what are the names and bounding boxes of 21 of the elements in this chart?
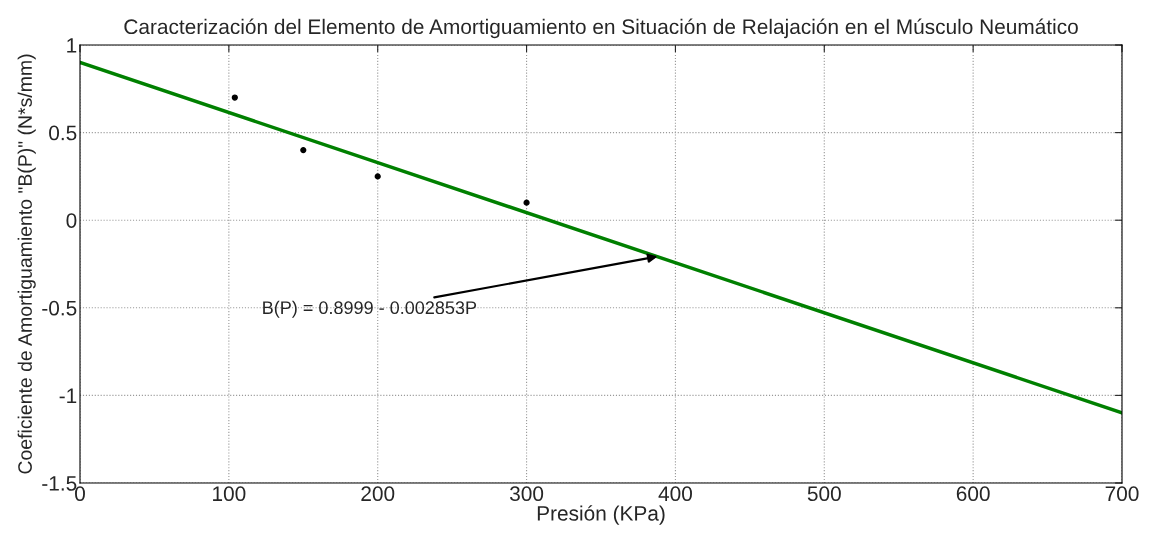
x-axis-title: Presión (KPa) <box>537 505 665 525</box>
annotation: B(P) = 0.8999 - 0.002853P <box>263 300 477 318</box>
point <box>523 199 530 206</box>
y-tick-label: -1.5 <box>42 476 77 491</box>
x-tick-label: 400 <box>658 486 692 502</box>
y-tick-label: -0.5 <box>42 300 77 316</box>
point <box>300 147 307 154</box>
chart-title: Caracterización del Elemento de Amortiguamiento en Situación de Relajación en el Músculo Neumático <box>124 18 1078 39</box>
y-tick-label: 1 <box>67 38 77 53</box>
y-tick-label: -1 <box>59 388 77 403</box>
y-tick-label: 0 <box>66 213 77 228</box>
x-tick-label: 200 <box>361 486 395 502</box>
point <box>231 94 238 101</box>
x-tick-label: 500 <box>807 486 841 502</box>
x-tick-label: 700 <box>1105 486 1139 502</box>
point <box>374 173 381 180</box>
y-axis-title: Coeficiente de Amortiguamiento "B(P)" (N*s/mm) <box>17 54 36 474</box>
y-tick-label: 0.5 <box>49 125 77 141</box>
x-tick-label: 600 <box>956 486 990 502</box>
x-tick-label: 300 <box>509 486 544 502</box>
x-tick-label: 100 <box>213 486 246 502</box>
